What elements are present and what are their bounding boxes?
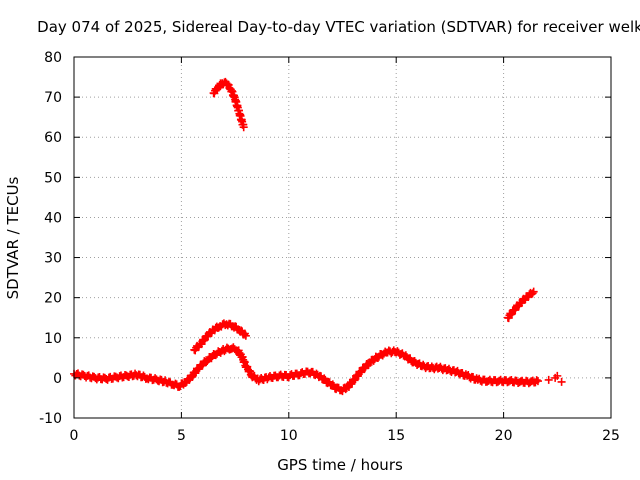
y-axis-label: SDTVAR / TECUs [4,176,22,299]
main-trace-marker [533,377,542,386]
rising-segment-marker [528,289,537,298]
x-tick-label: 5 [177,428,186,444]
x-tick-label: 25 [602,428,620,444]
x-tick-label: 20 [495,428,513,444]
y-tick-label: -10 [39,411,62,427]
tail-points-marker [557,377,566,386]
x-axis-label: GPS time / hours [277,456,403,474]
x-tick-label: 15 [387,428,405,444]
main-trace-marker [357,368,366,377]
high-arc-marker [239,123,248,132]
main-trace-marker [350,376,359,385]
y-tick-label: 30 [44,251,62,267]
grid-lines [74,57,611,418]
main-trace-marker [320,374,329,383]
y-tick-label: 60 [44,130,62,146]
y-tick-label: 70 [44,90,62,106]
main-trace-marker [328,380,337,389]
x-tick-label: 0 [70,428,79,444]
data-marks [70,77,566,396]
axis-ticks: 0 5 10 15 20 25 -10 0 10 20 30 40 50 60 70 80 [39,50,620,444]
main-trace-marker [532,376,541,385]
y-tick-label: 10 [44,331,62,347]
upper-mid-arc-marker [241,331,250,340]
tail-points-marker [544,375,553,384]
y-tick-label: 40 [44,210,62,226]
plot-frame [73,56,612,419]
upper-mid-arc-marker [239,330,248,339]
y-tick-label: 0 [53,371,62,387]
y-tick-label: 80 [44,50,62,66]
y-tick-label: 50 [44,170,62,186]
chart-title: Day 074 of 2025, Sidereal Day-to-day VTE… [37,18,640,36]
tail-points-marker [553,371,562,380]
y-tick-label: 20 [44,291,62,307]
rising-segment-marker [529,287,538,296]
x-tick-label: 10 [280,428,298,444]
